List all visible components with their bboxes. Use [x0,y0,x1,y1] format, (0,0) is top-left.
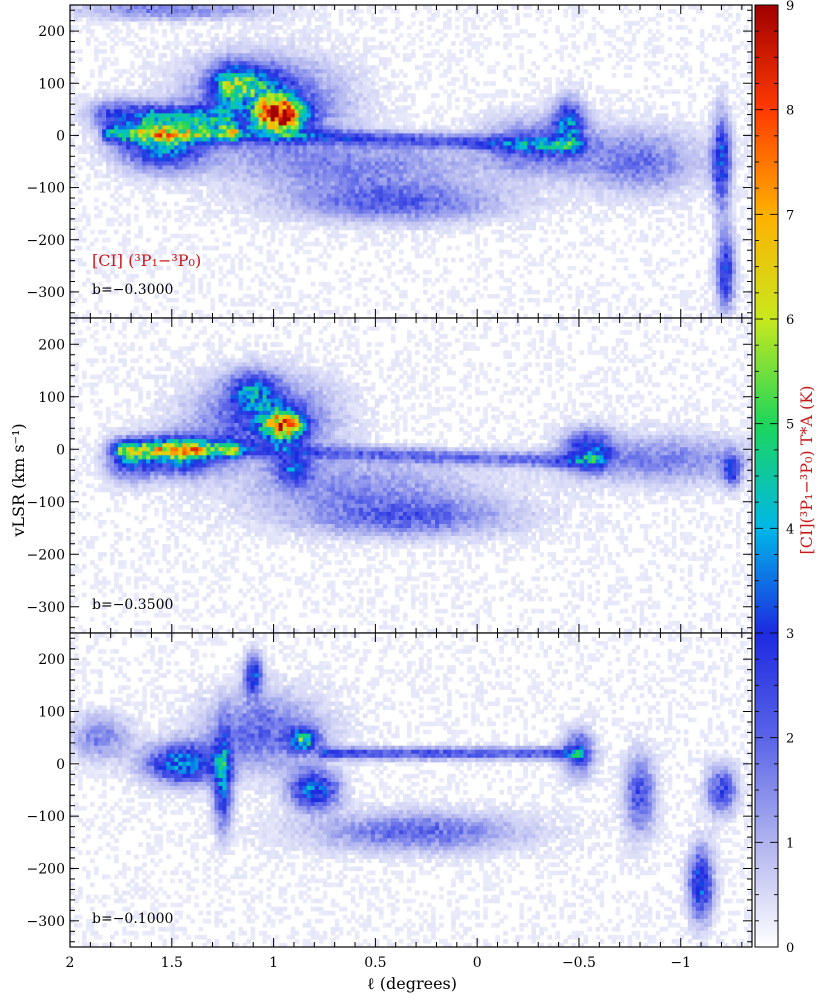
colorbar-tick-label: 8 [786,104,794,119]
panel-latitude-label: b=−0.1000 [92,911,173,927]
x-tick-label: 0.5 [364,955,386,971]
panel-latitude-label: b=−0.3000 [92,282,173,298]
x-ticks [69,318,743,633]
heatmap-cells [70,5,752,318]
colorbar-tick-label: 5 [786,418,794,433]
y-tick-label: 0 [56,442,65,458]
y-tick-label: −100 [27,181,65,197]
colorbar-tick-label: 3 [786,627,794,642]
panel-2: 200 100 0 −100 −200 −300 b=−0.3500 [27,317,753,634]
x-ticks [69,5,743,318]
x-tick-label: 1.5 [161,955,183,971]
line-transition-label: [CI] (³P₁−³P₀) [92,251,201,270]
y-tick-label: −200 [27,862,65,878]
colorbar-tick-label: 2 [786,732,794,747]
y-tick-label: 100 [38,76,65,92]
heatmap-cells [70,318,752,633]
heatmap-cells [70,633,752,947]
panel-1: 200 100 0 −100 −200 −300 b=−0.3000 [CI] (³P₁−³P… [27,4,753,319]
colorbar-tick-label: 4 [786,522,794,537]
y-axis-label: vLSR (km s⁻¹) [9,423,28,537]
colorbar-tick-label: 6 [786,313,794,328]
y-ticks [70,9,752,314]
y-ticks [70,637,752,943]
y-tick-label: −100 [27,809,65,825]
y-tick-label: 100 [38,705,65,721]
x-tick-label: 2 [66,955,75,971]
y-tick-label: −200 [27,547,65,563]
x-tick-label: 1 [269,955,278,971]
axes-labels-group: ℓ (degrees) vLSR (km s⁻¹) [CI](³P₁−³P₀) … [9,386,816,993]
y-ticks [70,322,752,629]
colorbar-tick-label: 9 [786,0,794,14]
colorbar-group: 0 1 2 3 4 5 6 7 8 9 [754,0,794,956]
x-ticks [69,633,743,947]
y-tick-label: −300 [27,600,65,616]
y-tick-label: −200 [27,233,65,249]
y-tick-label: 200 [38,652,65,668]
colorbar-tick-label: 0 [786,941,794,956]
y-tick-label: 200 [38,24,65,40]
x-axis-label: ℓ (degrees) [367,974,457,993]
y-tick-label: 200 [38,337,65,353]
colorbar-tick-label: 7 [786,208,794,223]
x-tick-label: −0.5 [562,955,596,971]
y-tick-label: −100 [27,495,65,511]
y-tick-label: 100 [38,390,65,406]
colorbar-label: [CI](³P₁−³P₀) T*A (K) [797,386,816,555]
y-tick-label: −300 [27,285,65,301]
x-tick-label: 0 [473,955,482,971]
y-tick-label: −300 [27,914,65,930]
panel-3: 200 100 0 −100 −200 −300 b=−0.1000 [27,632,753,948]
y-tick-label: 0 [56,757,65,773]
x-tick-label: −1 [670,955,691,971]
panel-latitude-label: b=−0.3500 [92,597,173,613]
panel-frame [69,632,753,948]
y-tick-label: 0 [56,128,65,144]
colorbar-tick-label: 1 [786,836,794,851]
